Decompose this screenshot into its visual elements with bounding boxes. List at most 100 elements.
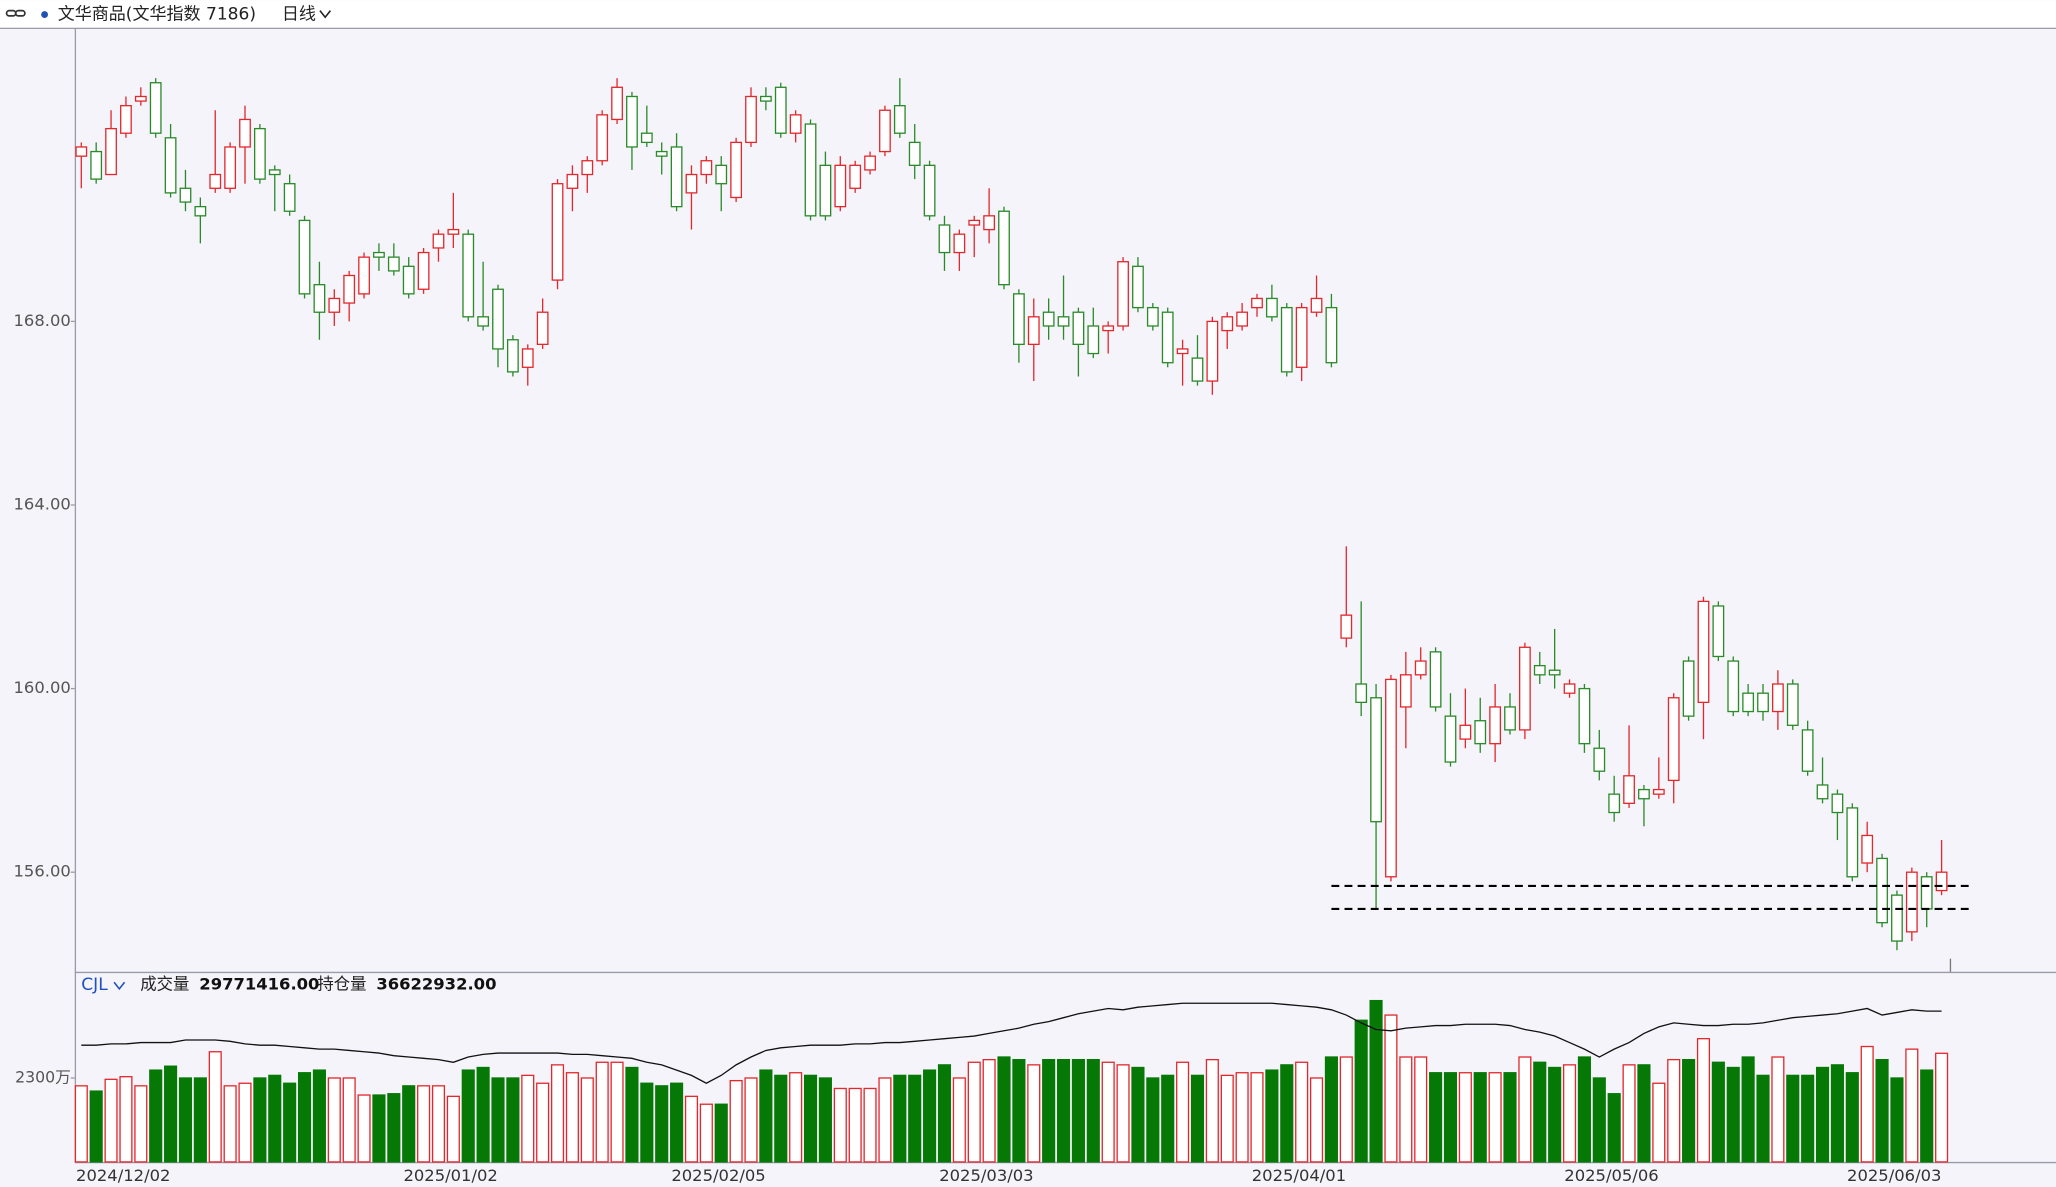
volume-tick-label: 2300万 [15,1067,71,1086]
volume-bar [893,1074,907,1163]
volume-bar [789,1072,803,1163]
candle-body [1042,311,1055,327]
volume-bar [417,1085,431,1163]
candle-body [1682,660,1695,717]
period-selector[interactable]: 日线 [282,5,316,25]
candle-body [1310,297,1323,313]
volume-bar [476,1066,490,1163]
volume-bar [1518,1056,1532,1163]
volume-bar [208,1051,222,1163]
candle-body [908,141,921,166]
candle-body [1146,306,1159,327]
volume-bar [1801,1074,1815,1163]
candle-body [1623,775,1635,804]
candle-body [179,187,192,203]
x-tick-label: 2024/12/02 [76,1166,170,1185]
volume-bar [1354,1019,1368,1163]
candle-body [923,164,936,217]
candle-body [224,146,237,189]
candle-body [105,127,117,176]
volume-bar [164,1065,178,1163]
volume-bar [1577,1056,1591,1163]
volume-bar [1220,1074,1234,1163]
volume-bar [1131,1066,1145,1163]
volume-bar [1086,1058,1100,1163]
candle-body [1459,724,1472,740]
volume-bar [1741,1056,1755,1163]
volume-bar [1935,1052,1949,1163]
volume-bar [1205,1058,1219,1163]
x-tick-label: 2025/04/01 [1252,1166,1346,1185]
candle-body [90,150,103,180]
volume-bar [268,1074,282,1163]
volume-bar [238,1082,252,1163]
candle-body [358,256,370,295]
candle-body [1027,316,1040,346]
y-tick-label: 168.00 [14,311,71,330]
candle-body [670,146,683,208]
volume-bar [1012,1058,1026,1163]
volume-bar [1429,1072,1443,1163]
volume-bar [1845,1072,1859,1163]
candle-body [432,233,445,249]
volume-bar [1399,1056,1413,1163]
volume-bar [1756,1074,1770,1163]
candle-body [1712,605,1725,658]
volume-bar [937,1064,952,1163]
candle-body [134,95,147,102]
volume-bar [1920,1069,1934,1163]
candle-body [745,95,757,144]
candle-body [1920,876,1933,910]
candle-body [477,316,490,327]
volume-bar [223,1085,237,1163]
candle-body [1414,660,1427,676]
candle-body [1102,325,1115,332]
volume-bar [1711,1061,1725,1163]
volume-bar [699,1103,713,1163]
volume-bar [74,1085,88,1163]
volume-bar [1533,1061,1547,1163]
candle-body [1295,306,1308,368]
candle-body [1087,325,1100,355]
volume-bar [1146,1077,1160,1163]
candle-body [581,160,594,176]
candle-body [1355,683,1368,704]
candle-body [328,297,341,313]
candle-body [774,86,787,134]
y-tick-label: 164.00 [14,494,71,513]
candle-body [1444,715,1457,763]
candle-body [1280,306,1293,373]
candle-body [626,95,638,148]
volume-bar [253,1077,267,1163]
candle-body [715,164,728,185]
candle-body [968,219,981,226]
candle-body [864,155,876,171]
candle-body [209,173,222,189]
volume-bar [1339,1056,1353,1163]
period-chevron[interactable] [319,10,332,19]
volume-bar [1652,1082,1666,1163]
candle-body [804,123,817,217]
candle-body [893,105,906,134]
volume-bar [908,1074,922,1163]
candle-body [1801,729,1814,772]
candle-body [1742,692,1755,713]
volume-bar [1607,1093,1621,1163]
volume-bar [297,1072,312,1163]
candle-body [1608,793,1621,814]
candle-body [521,348,534,368]
candle-body [1370,697,1382,823]
candle-body [566,173,579,189]
volume-bar [640,1082,654,1163]
volume-bar [1875,1058,1889,1163]
volume-bar [1458,1072,1472,1163]
volume-panel-label[interactable]: CJL [81,975,108,995]
candle-body [1697,600,1710,704]
candle-body [239,118,251,148]
volume-bar [670,1082,684,1163]
candle-body [1399,674,1412,708]
volume-chevron[interactable] [113,981,126,991]
volume-bar [833,1087,847,1163]
